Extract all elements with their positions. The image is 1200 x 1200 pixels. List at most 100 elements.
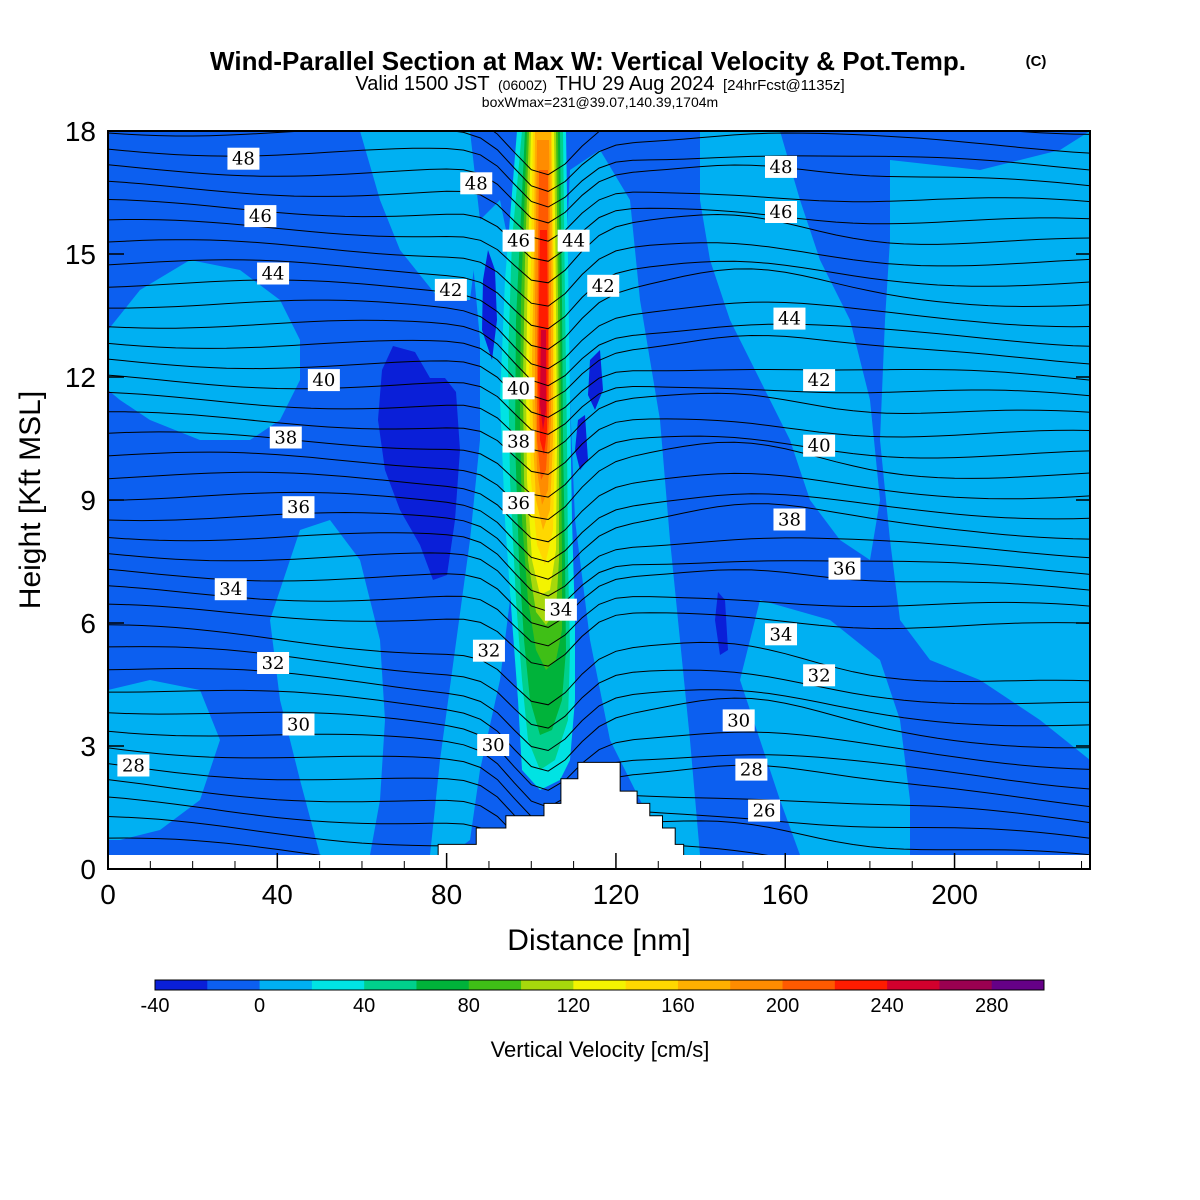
contour-label-box (307, 369, 340, 392)
contour-label: 34 (544, 598, 577, 621)
contour-label: 46 (244, 205, 277, 228)
contour-label-text: 40 (808, 436, 831, 457)
contour-label: 48 (227, 147, 260, 170)
contour-label-text: 30 (287, 715, 310, 736)
isentrope-line (108, 411, 1090, 476)
contour-label: 40 (502, 377, 535, 400)
forecast-info: [24hrFcst@1135z] (723, 77, 845, 94)
isentrope-line (108, 147, 1090, 208)
contour-label-text: 42 (592, 276, 615, 297)
contour-label-text: 28 (122, 756, 145, 777)
contour-label-box (460, 172, 493, 195)
contour-label: 30 (722, 709, 755, 732)
x-tick-label: 80 (431, 879, 462, 910)
contour-label-box (557, 229, 590, 252)
contour-label-text: 38 (274, 428, 297, 449)
contour-label-box (502, 377, 535, 400)
isentrope-line (108, 239, 1090, 307)
contour-label-box (773, 508, 806, 531)
colorbar-tick-label: 80 (458, 995, 480, 1017)
downdraft-core (378, 346, 460, 580)
colorbar-swatch (207, 980, 261, 990)
colorbar-tick-label: 280 (975, 995, 1008, 1017)
x-tick-label: 0 (100, 879, 116, 910)
isentrope-line (108, 164, 1090, 224)
y-tick-label: 15 (65, 239, 96, 270)
colorbar-frame (154, 979, 1045, 991)
colorbar-swatch (677, 980, 731, 990)
downdraft-regions (378, 250, 728, 655)
downdraft-sliver-left (482, 250, 497, 360)
terrain-profile (437, 761, 693, 869)
contour-labels: 48 48 48 46 46 44 46 44 42 42 44 40 40 42 38 38 40 36 36 38… (117, 147, 861, 822)
isentrope-line (108, 585, 1090, 647)
contour-label: 42 (434, 278, 467, 301)
isentrope-line (108, 374, 1090, 435)
contour-label: 34 (765, 623, 798, 646)
contour-label-text: 28 (740, 760, 763, 781)
contour-label-box (773, 307, 806, 330)
contour-label-box (748, 799, 781, 822)
contour-label-text: 46 (249, 206, 272, 227)
contour-label-box (214, 578, 247, 601)
x-tick-label: 40 (262, 879, 293, 910)
isentrope-line (108, 180, 1090, 242)
contour-label-box (269, 426, 302, 449)
colorbar-swatch (834, 980, 888, 990)
contour-label-text: 34 (219, 579, 242, 600)
contour-label: 42 (803, 369, 836, 392)
contour-label-text: 38 (507, 432, 530, 453)
isentrope-line (108, 391, 1090, 454)
contour-label-text: 26 (753, 801, 776, 822)
plot-area: 48 48 48 46 46 44 46 44 42 42 44 40 40 42 38 38 40 36 36 38… (108, 131, 1090, 869)
y-tick-label: 6 (80, 608, 96, 639)
contour-label-box (803, 664, 836, 687)
isentrope-line (108, 213, 1090, 284)
contour-label: 28 (117, 754, 150, 777)
x-axis-label: Distance [nm] (507, 924, 690, 957)
contour-label: 46 (502, 229, 535, 252)
contour-label-text: 32 (262, 653, 285, 674)
colorbar-label: Vertical Velocity [cm/s] (491, 1037, 710, 1062)
contour-label-text: 30 (482, 735, 505, 756)
contour-label-text: 32 (477, 641, 500, 662)
contour-label-text: 44 (778, 309, 801, 330)
colorbar-swatch (416, 980, 470, 990)
x-tick-label: 120 (593, 879, 640, 910)
w-region-updraft-flank (430, 200, 520, 855)
contour-label-box (765, 155, 798, 178)
colorbar-swatch (364, 980, 417, 990)
valid-zulu: (0600Z) (498, 77, 547, 93)
isentrope-line (108, 552, 1090, 613)
w-region-left-column (270, 520, 385, 855)
isentrope-line (108, 603, 1090, 667)
contour-label-box (828, 557, 861, 580)
isentrope-line (108, 299, 1090, 370)
y-tick-label: 18 (65, 116, 96, 147)
x-tick-label: 160 (762, 879, 809, 910)
contour-label-text: 42 (439, 280, 462, 301)
contour-label: 46 (765, 201, 798, 223)
contour-label: 44 (773, 307, 806, 330)
contour-label-box (434, 278, 467, 301)
isentrope-line (108, 358, 1090, 418)
contour-label-text: 34 (549, 600, 572, 621)
contour-label-text: 32 (808, 665, 831, 686)
colorbar-tick-label: -40 (141, 995, 170, 1017)
contour-label-text: 36 (287, 497, 310, 518)
contour-label: 48 (460, 172, 493, 195)
updraft-plume (500, 131, 575, 790)
isentrope-line (108, 503, 1090, 580)
contour-label-box (257, 262, 290, 285)
contour-label-text: 48 (232, 149, 255, 170)
y-tick-label: 9 (80, 485, 96, 516)
contour-label: 44 (557, 229, 590, 252)
contour-label-text: 40 (312, 370, 335, 391)
contour-label: 36 (828, 557, 861, 580)
isentrope-line (108, 131, 1090, 192)
isentrope-line (108, 532, 1090, 597)
y-axis-label: Height [Kft MSL] (14, 391, 47, 609)
downdraft-sliver-mid (575, 415, 588, 470)
contour-label-text: 40 (507, 378, 530, 399)
ground-strip (108, 855, 1090, 869)
